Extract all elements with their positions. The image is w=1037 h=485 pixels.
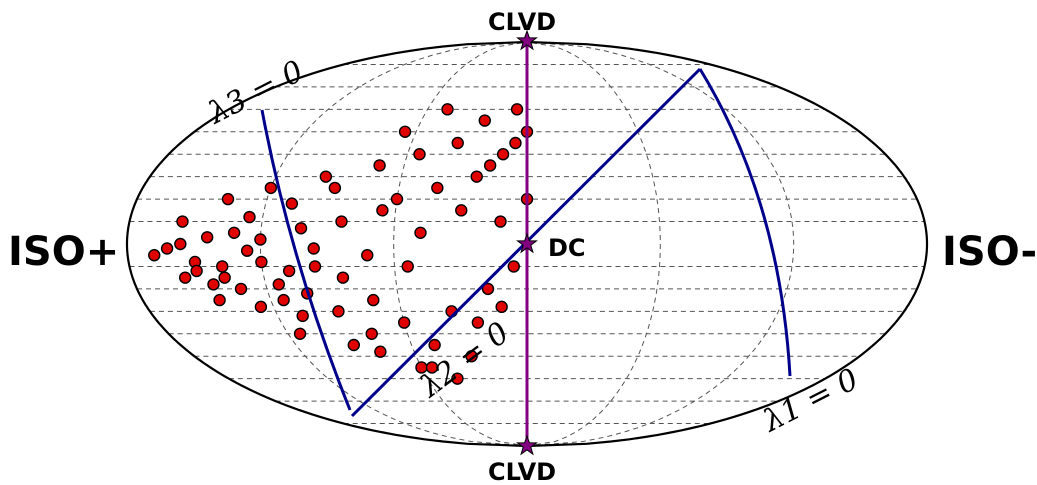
data-point	[254, 300, 268, 314]
data-point	[148, 249, 161, 262]
data-point	[285, 197, 299, 210]
data-point	[243, 210, 256, 224]
data-point	[272, 278, 285, 291]
data-point	[398, 125, 412, 138]
data-point	[507, 260, 520, 273]
lambda3-line	[260, 109, 352, 411]
data-point	[254, 233, 267, 246]
data-point	[428, 338, 441, 352]
data-point	[376, 204, 389, 217]
data-point	[451, 136, 464, 150]
data-point	[200, 231, 214, 244]
data-point	[425, 361, 439, 374]
data-point	[218, 271, 231, 284]
data-point	[176, 215, 189, 228]
data-point	[319, 170, 333, 183]
data-point	[401, 260, 414, 273]
data-point	[481, 282, 495, 296]
data-point	[494, 215, 507, 228]
data-point	[470, 170, 483, 183]
iso-minus-label: ISO-	[942, 229, 1037, 275]
data-point	[240, 244, 254, 257]
data-point	[221, 192, 235, 206]
reference-markers	[516, 29, 538, 456]
data-point	[367, 293, 380, 307]
data-point	[413, 148, 426, 161]
data-point	[373, 159, 386, 172]
data-point	[178, 271, 192, 284]
longitude-gridline	[393, 41, 528, 447]
data-point	[397, 316, 411, 329]
clvd-top-label: CLVD	[488, 8, 556, 36]
reference-star-icon	[516, 29, 538, 51]
clvd-bottom-label: CLVD	[488, 458, 556, 485]
data-point	[509, 136, 522, 150]
lambda3-label: λ3 = 0	[202, 54, 309, 132]
data-point	[465, 350, 478, 363]
data-point	[510, 103, 524, 116]
data-point	[414, 226, 427, 239]
data-point	[347, 338, 360, 352]
data-point	[190, 264, 203, 278]
data-point	[294, 222, 308, 235]
data-point	[365, 327, 378, 340]
data-point	[451, 372, 464, 385]
data-point	[496, 148, 510, 161]
data-point	[282, 264, 296, 278]
data-point	[455, 204, 468, 217]
reference-star-icon	[516, 232, 538, 254]
data-point	[160, 242, 174, 255]
data-point	[174, 237, 187, 251]
lambda1-label: λ1 = 0	[757, 362, 864, 440]
iso-plus-label: ISO+	[8, 229, 119, 275]
data-point	[478, 114, 491, 127]
data-point	[293, 327, 307, 340]
data-point	[277, 293, 290, 307]
data-point	[328, 181, 342, 195]
data-point	[483, 159, 497, 172]
data-point	[216, 260, 229, 273]
data-point	[264, 181, 278, 195]
data-point	[332, 305, 345, 318]
data-point	[213, 293, 226, 307]
dc-label: DC	[548, 234, 586, 262]
data-point	[255, 255, 268, 269]
lambda1-line	[698, 68, 792, 377]
data-point	[441, 103, 454, 116]
data-point	[336, 271, 350, 284]
data-point	[431, 181, 444, 195]
longitude-gridline	[526, 41, 661, 447]
data-point	[207, 278, 220, 291]
data-point	[471, 316, 485, 329]
data-point	[234, 282, 248, 296]
data-point	[390, 192, 404, 206]
data-point	[335, 215, 348, 228]
data-point	[296, 309, 309, 323]
data-point	[495, 300, 508, 314]
longitude-gridline	[526, 41, 795, 447]
reference-star-icon	[516, 434, 538, 456]
data-point	[374, 345, 387, 358]
data-point	[361, 249, 374, 262]
data-point	[308, 260, 322, 273]
data-point	[307, 242, 320, 255]
data-point	[227, 226, 241, 239]
lambda2-label: λ2 = 0	[413, 315, 516, 405]
